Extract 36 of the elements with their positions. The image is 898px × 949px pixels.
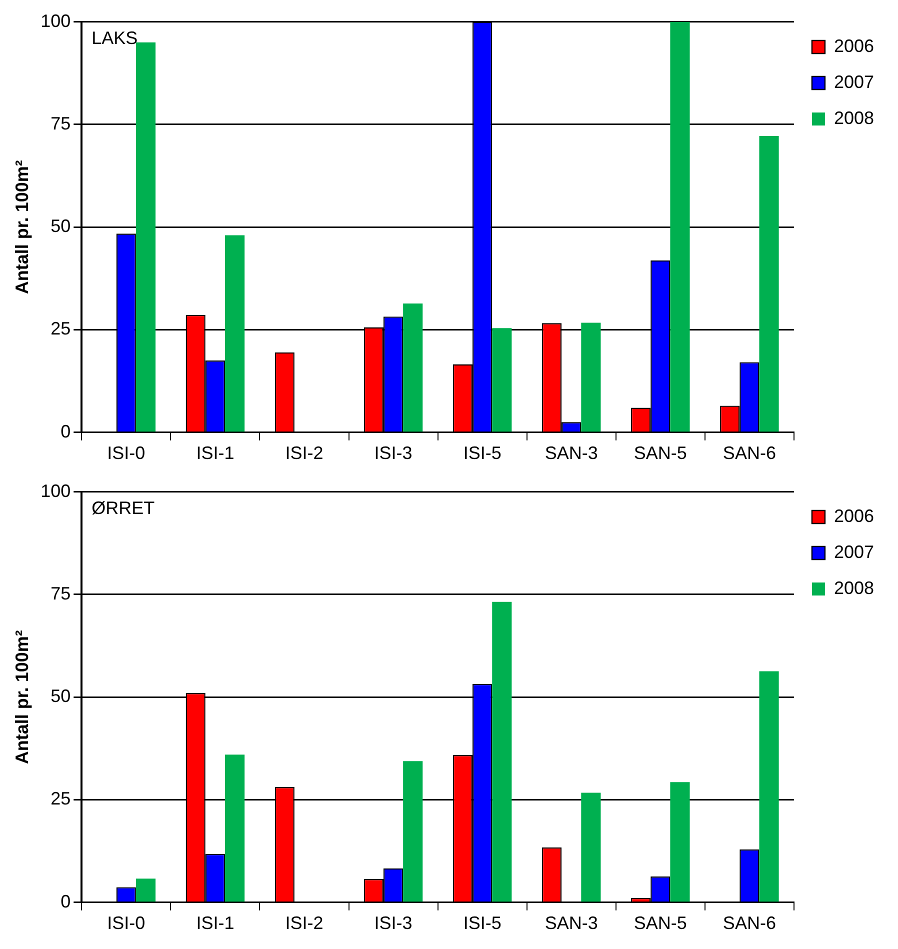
legend-label: 2008 (834, 578, 874, 598)
y-tick-label: 75 (50, 583, 71, 604)
x-tick-label: SAN-3 (544, 443, 598, 464)
x-tick-label: ISI-2 (285, 913, 324, 934)
y-tick-label: 75 (50, 113, 71, 134)
x-tick-label: ISI-3 (374, 443, 412, 464)
legend-label: 2006 (834, 506, 874, 526)
x-tick-label: SAN-3 (544, 913, 598, 934)
x-tick-label: ISI-0 (107, 443, 146, 464)
legend-label: 2007 (834, 542, 874, 562)
legend-label: 2006 (834, 36, 874, 56)
x-tick-label: ISI-5 (463, 443, 502, 464)
x-tick-label: ISI-0 (107, 913, 146, 934)
y-axis-title: Antall pr. 100m² (12, 160, 32, 294)
x-tick-label: SAN-5 (634, 443, 687, 464)
y-tick-label: 25 (50, 318, 71, 339)
x-tick-label: ISI-1 (196, 913, 234, 934)
annotation: LAKS (92, 28, 138, 48)
y-tick-label: 100 (40, 10, 71, 31)
y-tick-label: 0 (60, 891, 71, 912)
x-tick-label: ISI-2 (285, 443, 324, 464)
y-tick-label: 100 (40, 480, 71, 501)
y-axis-title: Antall pr. 100m² (12, 630, 32, 764)
x-tick-label: SAN-6 (722, 913, 776, 934)
x-tick-label: ISI-1 (196, 443, 234, 464)
x-tick-label: ISI-5 (463, 913, 502, 934)
y-tick-label: 25 (50, 788, 71, 809)
x-tick-label: SAN-6 (722, 443, 776, 464)
legend-label: 2008 (834, 108, 874, 128)
x-tick-label: SAN-5 (634, 913, 687, 934)
y-tick-label: 0 (60, 421, 71, 442)
x-tick-label: ISI-3 (374, 913, 412, 934)
annotation: ØRRET (92, 498, 155, 518)
y-tick-label: 50 (50, 216, 71, 236)
legend-label: 2007 (834, 72, 874, 92)
y-tick-label: 50 (50, 686, 71, 706)
